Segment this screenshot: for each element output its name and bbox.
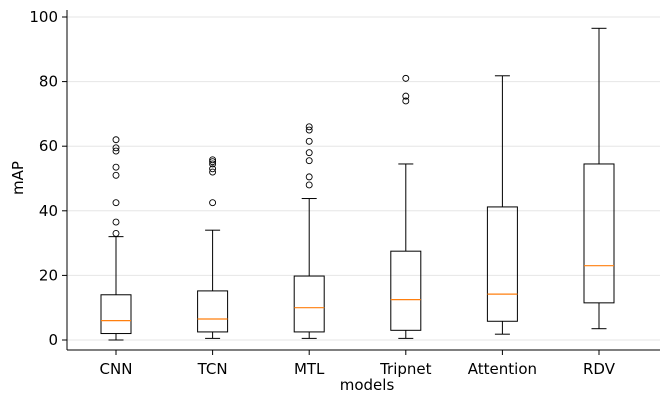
x-tick-label-rdv: RDV (583, 360, 616, 378)
outlier-cnn-0 (112, 229, 120, 237)
y-ticks: 0 20 40 60 80 100 (29, 8, 67, 349)
outlier-mtl-1 (305, 173, 313, 181)
x-tick-label-attention: Attention (468, 360, 537, 378)
x-tick-label-cnn: CNN (100, 360, 133, 378)
outlier-tcn-3 (209, 160, 217, 168)
outlier-cnn-7 (112, 136, 120, 144)
x-tick-label-tcn: TCN (197, 360, 228, 378)
outlier-tcn-4 (209, 158, 217, 166)
x-tick-label-mtl: MTL (294, 360, 325, 378)
box-tripnet (390, 74, 422, 339)
y-tick-label-80: 80 (39, 73, 58, 91)
outlier-mtl-6 (305, 123, 313, 131)
box-rdv (583, 27, 615, 330)
outlier-tripnet-2 (402, 74, 410, 82)
outlier-mtl-2 (305, 157, 313, 165)
outlier-cnn-5 (112, 147, 120, 155)
box-mtl (293, 123, 325, 339)
x-axis-title: models (340, 376, 395, 394)
outlier-tcn-5 (209, 156, 217, 164)
iqr-box-attention (486, 206, 518, 322)
box-cnn (100, 136, 132, 341)
y-tick-label-0: 0 (48, 331, 58, 349)
grid-lines (67, 16, 660, 341)
y-axis-title: mAP (9, 161, 27, 195)
outlier-mtl-0 (305, 181, 313, 189)
outlier-cnn-2 (112, 199, 120, 207)
iqr-box-tcn (197, 290, 229, 333)
y-tick-label-20: 20 (39, 266, 58, 284)
boxes (100, 27, 615, 341)
box-tcn (197, 156, 229, 339)
outlier-tripnet-0 (402, 97, 410, 105)
outlier-mtl-3 (305, 149, 313, 157)
outlier-tripnet-1 (402, 92, 410, 100)
box-attention (486, 75, 518, 335)
outlier-cnn-4 (112, 163, 120, 171)
outlier-tcn-0 (209, 199, 217, 207)
outlier-tcn-1 (209, 168, 217, 176)
outlier-cnn-1 (112, 218, 120, 226)
outlier-tcn-2 (209, 165, 217, 173)
axes (66, 10, 660, 351)
iqr-box-rdv (583, 163, 615, 304)
y-tick-label-60: 60 (39, 137, 58, 155)
iqr-box-cnn (100, 294, 132, 335)
outlier-mtl-4 (305, 137, 313, 145)
iqr-box-tripnet (390, 250, 422, 331)
iqr-box-mtl (293, 275, 325, 333)
y-tick-label-100: 100 (29, 8, 58, 26)
x-ticks: CNN TCN MTL Tripnet Attention RDV (100, 350, 616, 378)
x-tick-label-tripnet: Tripnet (379, 360, 432, 378)
y-tick-label-40: 40 (39, 202, 58, 220)
outlier-cnn-6 (112, 144, 120, 152)
outlier-mtl-5 (305, 126, 313, 134)
outlier-cnn-3 (112, 171, 120, 179)
